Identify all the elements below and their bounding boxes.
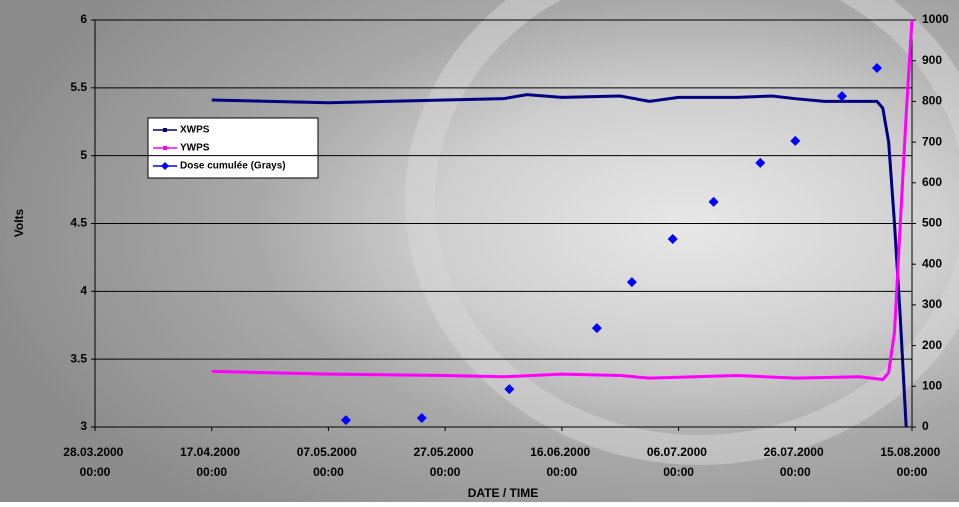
y-axis-title: Volts: [12, 208, 26, 237]
y-tick-label: 6: [80, 12, 87, 26]
legend-marker: [163, 128, 167, 132]
y-tick-label: 3.5: [70, 351, 87, 365]
y2-tick-label: 900: [922, 53, 942, 67]
y-tick-label: 3: [80, 419, 87, 433]
legend-label: Dose cumulée (Grays): [180, 161, 286, 172]
legend-marker: [163, 146, 167, 150]
legend-label: YWPS: [180, 143, 210, 154]
y2-tick-label: 500: [922, 216, 942, 230]
legend-label: XWPS: [180, 125, 210, 136]
legend: XWPS YWPS Dose cumulée (Grays): [148, 118, 318, 178]
y2-tick-label: 200: [922, 338, 942, 352]
y2-tick-label: 1000: [922, 12, 949, 26]
x-axis-title: DATE / TIME: [468, 486, 538, 500]
y-tick-label: 5: [80, 148, 87, 162]
y2-tick-label: 300: [922, 297, 942, 311]
y-tick-label: 5.5: [70, 80, 87, 94]
y2-tick-label: 400: [922, 256, 942, 270]
y2-tick-label: 600: [922, 175, 942, 189]
y-tick-label: 4: [80, 284, 87, 298]
y-tick-label: 4.5: [70, 216, 87, 230]
chart: Volts DATE / TIME XWPS YWPS Dose cumulée (…: [0, 0, 959, 502]
y2-tick-label: 800: [922, 94, 942, 108]
y2-tick-label: 100: [922, 378, 942, 392]
y2-tick-label: 0: [922, 419, 929, 433]
y2-tick-label: 700: [922, 134, 942, 148]
